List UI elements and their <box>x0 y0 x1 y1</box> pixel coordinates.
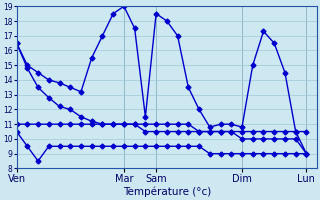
X-axis label: Température (°c): Température (°c) <box>123 187 211 197</box>
